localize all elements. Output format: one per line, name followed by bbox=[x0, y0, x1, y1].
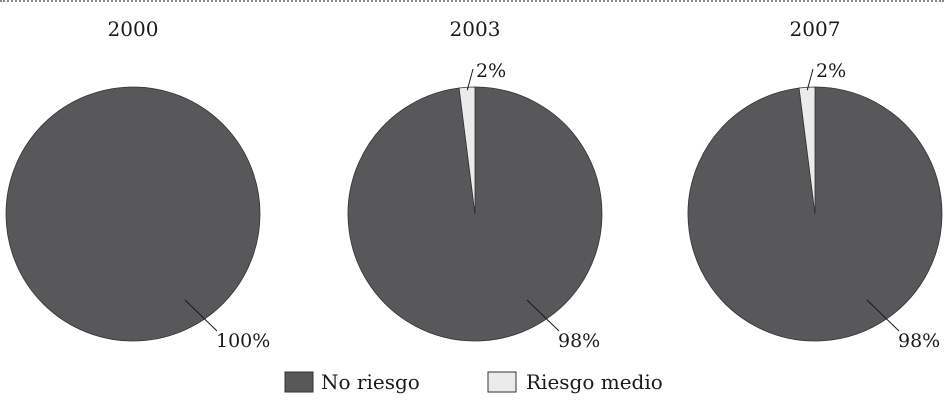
legend: No riesgo Riesgo medio bbox=[284, 370, 663, 394]
data-label-no-riesgo: 98% bbox=[558, 330, 600, 352]
data-label-no-riesgo: 98% bbox=[898, 330, 940, 352]
data-label-no-riesgo: 100% bbox=[216, 330, 270, 352]
pie-chart-2003: 2003 2% 98% bbox=[347, 17, 603, 352]
pie-title: 2000 bbox=[108, 17, 159, 41]
legend-swatch-no-riesgo bbox=[284, 371, 314, 393]
pie-title: 2007 bbox=[790, 17, 841, 41]
pie-slice-riesgo-medio bbox=[458, 86, 476, 215]
legend-swatch-riesgo-medio bbox=[487, 371, 517, 393]
top-dotted-rule bbox=[0, 0, 944, 2]
leader-line-riesgo-medio bbox=[806, 68, 814, 91]
pie-slice-riesgo-medio bbox=[798, 86, 816, 215]
legend-label-no-riesgo: No riesgo bbox=[321, 370, 420, 394]
leader-line-no-riesgo bbox=[866, 299, 900, 332]
legend-label-riesgo-medio: Riesgo medio bbox=[526, 370, 663, 394]
data-label-riesgo-medio: 2% bbox=[816, 60, 846, 82]
pie-slice-no-riesgo bbox=[5, 86, 261, 342]
data-label-riesgo-medio: 2% bbox=[476, 60, 506, 82]
pie-title: 2003 bbox=[450, 17, 501, 41]
leader-line-no-riesgo bbox=[526, 299, 560, 332]
pie-chart-2000: 2000 100% bbox=[5, 17, 270, 352]
leader-line-riesgo-medio bbox=[466, 68, 474, 91]
pie-chart-2007: 2007 2% 98% bbox=[687, 17, 943, 352]
leader-line-no-riesgo bbox=[184, 299, 218, 332]
